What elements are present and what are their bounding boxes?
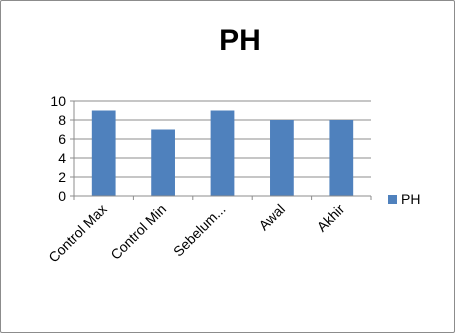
bar-5 [329,120,354,196]
y-tick-label: 4 [58,150,66,166]
y-tick-label: 0 [58,188,66,204]
bar-4 [270,120,294,196]
x-category-label: Sebelum... [170,201,229,260]
legend-label: PH [401,191,420,207]
x-category-label: Akhir [314,201,348,235]
bar-2 [151,129,175,196]
bar-1 [91,110,116,196]
x-category-label: Awal [255,201,288,234]
legend-swatch [388,195,397,204]
y-tick-label: 2 [58,169,66,185]
bar-3 [210,110,235,196]
x-category-label: Control Min [107,201,169,263]
y-tick-label: 8 [58,112,66,128]
chart-title: PH [219,24,261,57]
y-tick-label: 6 [58,131,66,147]
y-tick-label: 10 [50,93,66,109]
x-category-label: Control Max [45,201,110,266]
